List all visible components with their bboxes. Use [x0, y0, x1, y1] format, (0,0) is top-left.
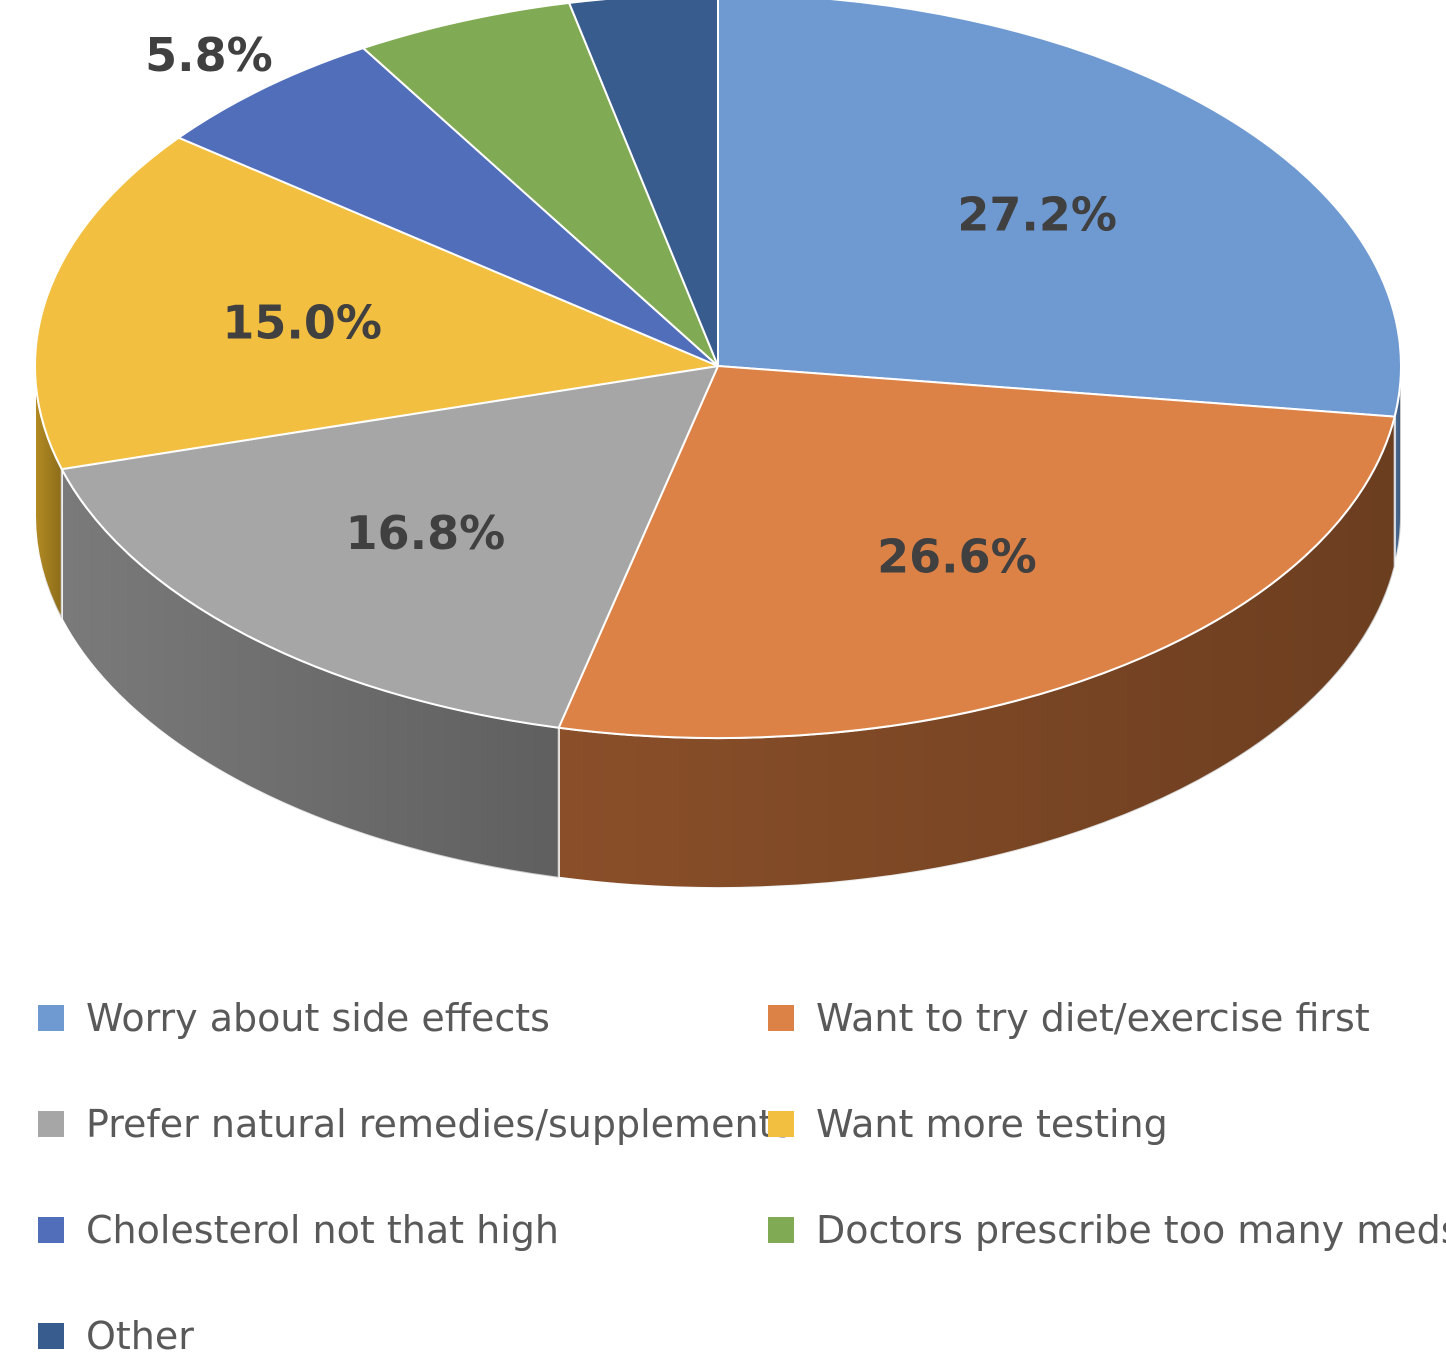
legend-item-worry-about-side-effects: Worry about side effects: [38, 992, 768, 1044]
legend-swatch: [38, 1005, 64, 1031]
pie-slice-prefer-natural-remedies-supplements: [60, 365, 719, 729]
pie-slice-want-more-testing: [34, 136, 719, 471]
pie-side-shade-worry-about-side-effects: [1394, 366, 1401, 567]
data-label-prefer-natural-remedies-supplements: 16.8%: [346, 506, 506, 560]
legend-item-cholesterol-not-that-high: Cholesterol not that high: [38, 1204, 768, 1256]
legend-item-want-to-try-diet-exercise-first: Want to try diet/exercise first: [768, 992, 1428, 1044]
legend-item-other: Other: [38, 1310, 768, 1362]
legend-label: Doctors prescribe too many meds: [816, 1208, 1446, 1252]
data-label-want-to-try-diet-exercise-first: 26.6%: [877, 529, 1037, 583]
legend-swatch: [38, 1323, 64, 1349]
pie-slice-doctors-prescribe-too-many-meds: [362, 1, 719, 367]
legend: Worry about side effects Want to try diet…: [38, 992, 1446, 1362]
legend-item-want-more-testing: Want more testing: [768, 1098, 1428, 1150]
pie-chart: 27.2%26.6%16.8%15.0%5.8%5.2%3.5%: [34, 0, 1402, 889]
legend-item-prefer-natural-remedies-supplements: Prefer natural remedies/supplements: [38, 1098, 793, 1150]
data-label-worry-about-side-effects: 27.2%: [957, 187, 1117, 241]
pie-side-shade-want-to-try-diet-exercise-first: [558, 416, 1395, 888]
pie-slice-want-to-try-diet-exercise-first: [557, 365, 1396, 739]
legend-label: Cholesterol not that high: [86, 1208, 559, 1252]
data-label-cholesterol-not-that-high: 5.8%: [145, 28, 273, 82]
legend-label: Prefer natural remedies/supplements: [86, 1102, 794, 1146]
pie-side-shade-want-more-testing: [35, 366, 62, 620]
pie-slices: [34, 0, 1402, 739]
legend-label: Want to try diet/exercise first: [816, 996, 1370, 1040]
pie-slice-other: [568, 0, 719, 367]
data-labels: 27.2%26.6%16.8%15.0%5.8%5.2%3.5%: [145, 0, 1117, 583]
pie-slice-cholesterol-not-that-high: [177, 47, 719, 367]
data-label-want-more-testing: 15.0%: [222, 295, 382, 349]
legend-label: Other: [86, 1314, 194, 1358]
pie-slice-worry-about-side-effects: [717, 0, 1402, 418]
pie-side-shade-prefer-natural-remedies-supplements: [61, 469, 559, 878]
legend-swatch: [38, 1217, 64, 1243]
legend-swatch: [768, 1005, 794, 1031]
legend-swatch: [768, 1111, 794, 1137]
legend-swatch: [768, 1217, 794, 1243]
legend-item-doctors-prescribe-too-many-meds: Doctors prescribe too many meds: [768, 1204, 1446, 1256]
data-label-doctors-prescribe-too-many-meds: 5.2%: [368, 0, 496, 7]
legend-swatch: [38, 1111, 64, 1137]
legend-label: Want more testing: [816, 1102, 1168, 1146]
legend-label: Worry about side effects: [86, 996, 550, 1040]
